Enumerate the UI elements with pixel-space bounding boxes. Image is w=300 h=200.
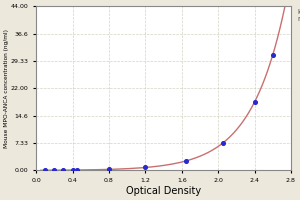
Point — [43, 169, 48, 172]
Text: k = 0.16467174
r²= 0.99994.397: k = 0.16467174 r²= 0.99994.397 — [298, 9, 300, 22]
Point — [106, 168, 111, 171]
Y-axis label: Mouse MPO-ANCA concentration (ng/ml): Mouse MPO-ANCA concentration (ng/ml) — [4, 29, 9, 148]
Point — [220, 142, 225, 145]
Point — [143, 166, 148, 169]
Point — [75, 168, 80, 172]
Point — [184, 159, 189, 162]
Point — [61, 169, 66, 172]
Point — [252, 101, 257, 104]
Point — [270, 53, 275, 57]
X-axis label: Optical Density: Optical Density — [126, 186, 201, 196]
Point — [52, 169, 57, 172]
Point — [70, 168, 75, 172]
